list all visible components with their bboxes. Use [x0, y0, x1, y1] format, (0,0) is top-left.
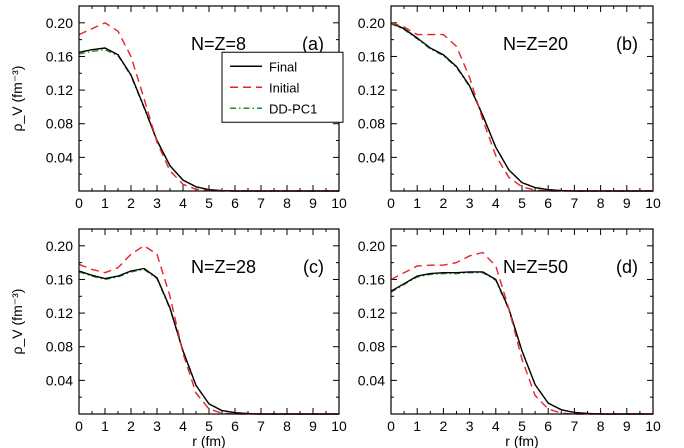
x-tick-label: 10: [645, 195, 661, 211]
plot-frame: [390, 228, 654, 415]
legend-label: Final: [269, 59, 297, 74]
x-tick-label: 9: [309, 195, 317, 211]
x-tick-label: 3: [466, 418, 474, 434]
x-tick-label: 5: [205, 195, 213, 211]
panel-3: 0 1 2 3 4 5 6 7 8 9 10 0.04 0.08 0.12 0.16 0.20 N=Z=28 (c…: [9, 228, 347, 448]
x-tick-label: 5: [518, 195, 526, 211]
x-tick-label: 1: [101, 195, 109, 211]
y-tick-label: 0.20: [46, 238, 73, 254]
y-tick-label: 0.12: [46, 82, 73, 98]
y-tick-label: 0.20: [358, 15, 385, 31]
panel-label: (b): [616, 34, 638, 54]
x-tick-label: 4: [492, 418, 500, 434]
nucleus-label: N=Z=28: [191, 257, 256, 277]
x-tick-label: 10: [331, 195, 347, 211]
x-tick-label: 0: [75, 418, 83, 434]
plot-frame: [78, 228, 340, 415]
legend-box: [221, 51, 344, 123]
panel-1: 0 1 2 3 4 5 6 7 8 9 10 0.04 0.08 0.12 0.16 0.20 N=Z=8 (a)…: [9, 5, 347, 211]
y-tick-label: 0.04: [358, 149, 385, 165]
panel-label: (d): [616, 257, 638, 277]
x-tick-label: 2: [440, 418, 448, 434]
x-tick-label: 2: [127, 418, 135, 434]
x-tick-label: 5: [205, 418, 213, 434]
x-tick-label: 8: [597, 195, 605, 211]
y-tick-label: 0.16: [358, 48, 385, 64]
x-tick-label: 2: [440, 195, 448, 211]
y-tick-label: 0.04: [46, 372, 73, 388]
legend-label: DD-PC1: [269, 101, 317, 116]
y-tick-label: 0.08: [358, 339, 385, 355]
legend: Final Initial DD-PC1: [221, 51, 344, 123]
x-tick-label: 3: [153, 418, 161, 434]
y-tick-label: 0.16: [46, 48, 73, 64]
x-tick-label: 3: [153, 195, 161, 211]
x-tick-label: 0: [387, 418, 395, 434]
x-tick-label: 2: [127, 195, 135, 211]
x-tick-label: 8: [597, 418, 605, 434]
x-tick-label: 6: [544, 195, 552, 211]
x-axis-title: r (fm): [192, 433, 225, 448]
panel-label: (a): [302, 34, 324, 54]
series-line-final: [390, 271, 653, 415]
x-tick-label: 7: [257, 418, 265, 434]
x-tick-label: 10: [645, 418, 661, 434]
x-tick-label: 0: [387, 195, 395, 211]
x-tick-label: 6: [231, 418, 239, 434]
x-tick-label: 1: [413, 418, 421, 434]
panel-2: 0 1 2 3 4 5 6 7 8 9 10 0.04 0.08 0.12 0.16 0.20 N=Z=20 (b…: [358, 5, 661, 211]
x-tick-label: 8: [283, 195, 291, 211]
x-tick-label: 9: [623, 418, 631, 434]
panel-label: (c): [303, 257, 324, 277]
x-tick-label: 4: [179, 418, 187, 434]
nucleus-label: N=Z=20: [503, 34, 568, 54]
y-tick-label: 0.12: [46, 305, 73, 321]
y-tick-label: 0.08: [46, 116, 73, 132]
series-line-final: [78, 267, 339, 415]
x-tick-label: 8: [283, 418, 291, 434]
series-line-dd-pc1: [78, 268, 339, 415]
x-tick-label: 1: [101, 418, 109, 434]
y-tick-label: 0.04: [46, 149, 73, 165]
x-axis-title: r (fm): [505, 433, 538, 448]
series-line-dd-pc1: [390, 272, 653, 415]
x-tick-label: 6: [231, 195, 239, 211]
x-tick-label: 7: [257, 195, 265, 211]
y-axis-title: ρ_V (fm⁻³): [9, 66, 25, 132]
y-tick-label: 0.08: [46, 339, 73, 355]
y-tick-label: 0.16: [46, 271, 73, 287]
x-tick-label: 5: [518, 418, 526, 434]
x-tick-label: 9: [623, 195, 631, 211]
x-tick-label: 0: [75, 195, 83, 211]
y-tick-label: 0.20: [46, 15, 73, 31]
x-tick-label: 7: [571, 195, 579, 211]
panel-4: 0 1 2 3 4 5 6 7 8 9 10 0.04 0.08 0.12 0.16 0.20 N=Z=50 (d…: [358, 228, 661, 448]
x-tick-label: 9: [309, 418, 317, 434]
nucleus-label: N=Z=50: [503, 257, 568, 277]
y-tick-label: 0.08: [358, 116, 385, 132]
y-axis-title: ρ_V (fm⁻³): [9, 289, 25, 355]
y-tick-label: 0.12: [358, 305, 385, 321]
y-tick-label: 0.20: [358, 238, 385, 254]
x-tick-label: 3: [466, 195, 474, 211]
y-tick-label: 0.12: [358, 82, 385, 98]
y-tick-label: 0.16: [358, 271, 385, 287]
x-tick-label: 7: [571, 418, 579, 434]
x-tick-label: 1: [413, 195, 421, 211]
x-tick-label: 4: [492, 195, 500, 211]
nucleus-label: N=Z=8: [191, 34, 246, 54]
y-tick-label: 0.04: [358, 372, 385, 388]
legend-label: Initial: [269, 80, 299, 95]
plot-frame: [390, 5, 654, 192]
x-tick-label: 10: [331, 418, 347, 434]
x-tick-label: 6: [544, 418, 552, 434]
x-tick-label: 4: [179, 195, 187, 211]
